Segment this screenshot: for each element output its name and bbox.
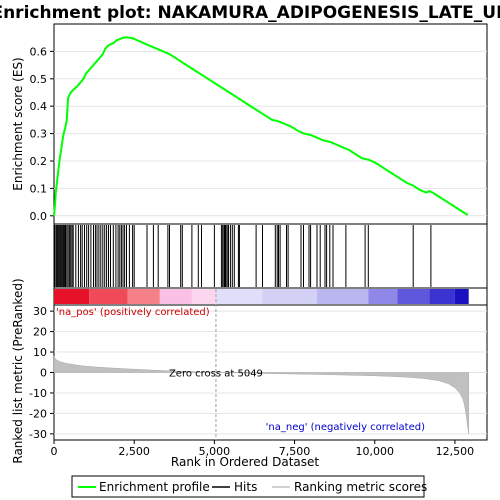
color-band-segment — [317, 289, 369, 304]
es-plot-frame — [53, 23, 488, 225]
ranked-metric-panel: Zero cross at 5049 'na_pos' (positively … — [11, 278, 488, 469]
metric-x-tick-label: 10,000 — [355, 445, 394, 458]
legend: Enrichment profile Hits Ranking metric s… — [71, 475, 427, 498]
enrichment-profile-line — [53, 36, 469, 216]
color-band-segment — [429, 289, 455, 304]
color-band-segment — [368, 289, 398, 304]
es-grid — [54, 50, 487, 217]
metric-y-tick-label: -10 — [29, 387, 47, 400]
metric-x-tick-label: 2,500 — [118, 445, 150, 458]
metric-y-tick-label: 30 — [33, 305, 47, 318]
metric-x-tick-label: 0 — [51, 445, 58, 458]
es-y-tick-label: 0.5 — [30, 73, 48, 86]
positive-correlation-label: 'na_pos' (positively correlated) — [56, 307, 210, 318]
color-band-segment — [215, 289, 263, 304]
color-band-segment — [159, 289, 192, 304]
metric-x-tick-label: 5,000 — [199, 445, 231, 458]
legend-item-ranking-metric: Ranking metric scores — [294, 480, 427, 494]
es-y-ticks: 0.0 0.1 0.2 0.3 0.4 0.5 0.6 — [30, 45, 54, 223]
color-band-panel — [53, 287, 488, 306]
enrichment-score-panel: 0.0 0.1 0.2 0.3 0.4 0.5 0.6 Enrichment score (… — [11, 23, 488, 225]
metric-y-tick-label: 0 — [40, 367, 47, 380]
legend-item-hits: Hits — [234, 480, 257, 494]
negative-correlation-label: 'na_neg' (negatively correlated) — [266, 422, 425, 433]
metric-x-ticks: 0 2,500 5,000 7,500 10,000 12,500 — [51, 440, 475, 458]
metric-y-tick-label: -30 — [29, 428, 47, 441]
color-band-segment — [54, 289, 90, 304]
hit-marks — [54, 225, 432, 287]
es-y-tick-label: 0.4 — [30, 100, 48, 113]
metric-x-tick-label: 7,500 — [279, 445, 311, 458]
metric-y-axis-label: Ranked list metric (PreRanked) — [11, 278, 25, 463]
ranking-metric-area — [53, 355, 469, 434]
es-y-tick-label: 0.2 — [30, 155, 48, 168]
metric-x-tick-label: 12,500 — [436, 445, 475, 458]
es-y-axis-label: Enrichment score (ES) — [11, 57, 25, 190]
es-y-tick-label: 0.6 — [30, 45, 48, 58]
color-band-segments — [54, 289, 469, 304]
zero-cross-label: Zero cross at 5049 — [169, 369, 263, 380]
color-band-segment — [191, 289, 216, 304]
color-band-segment — [454, 289, 469, 304]
metric-y-tick-label: 20 — [33, 326, 47, 339]
metric-y-tick-label: 10 — [33, 346, 47, 359]
metric-y-tick-label: -20 — [29, 407, 47, 420]
x-axis-label: Rank in Ordered Dataset — [171, 455, 319, 469]
es-y-tick-label: 0.0 — [30, 210, 48, 223]
es-y-tick-label: 0.3 — [30, 128, 48, 141]
hits-frame — [53, 223, 488, 289]
color-band-segment — [397, 289, 430, 304]
metric-y-ticks: -30 -20 -10 0 10 20 30 — [29, 305, 54, 441]
color-band-segment — [89, 289, 128, 304]
color-band-segment — [262, 289, 318, 304]
legend-frame — [71, 475, 425, 498]
legend-item-enrichment-profile: Enrichment profile — [99, 480, 210, 494]
hits-panel — [53, 223, 488, 289]
es-y-tick-label: 0.1 — [30, 182, 48, 195]
color-band-segment — [127, 289, 160, 304]
chart-title: Enrichment plot: NAKAMURA_ADIPOGENESIS_L… — [0, 3, 500, 23]
